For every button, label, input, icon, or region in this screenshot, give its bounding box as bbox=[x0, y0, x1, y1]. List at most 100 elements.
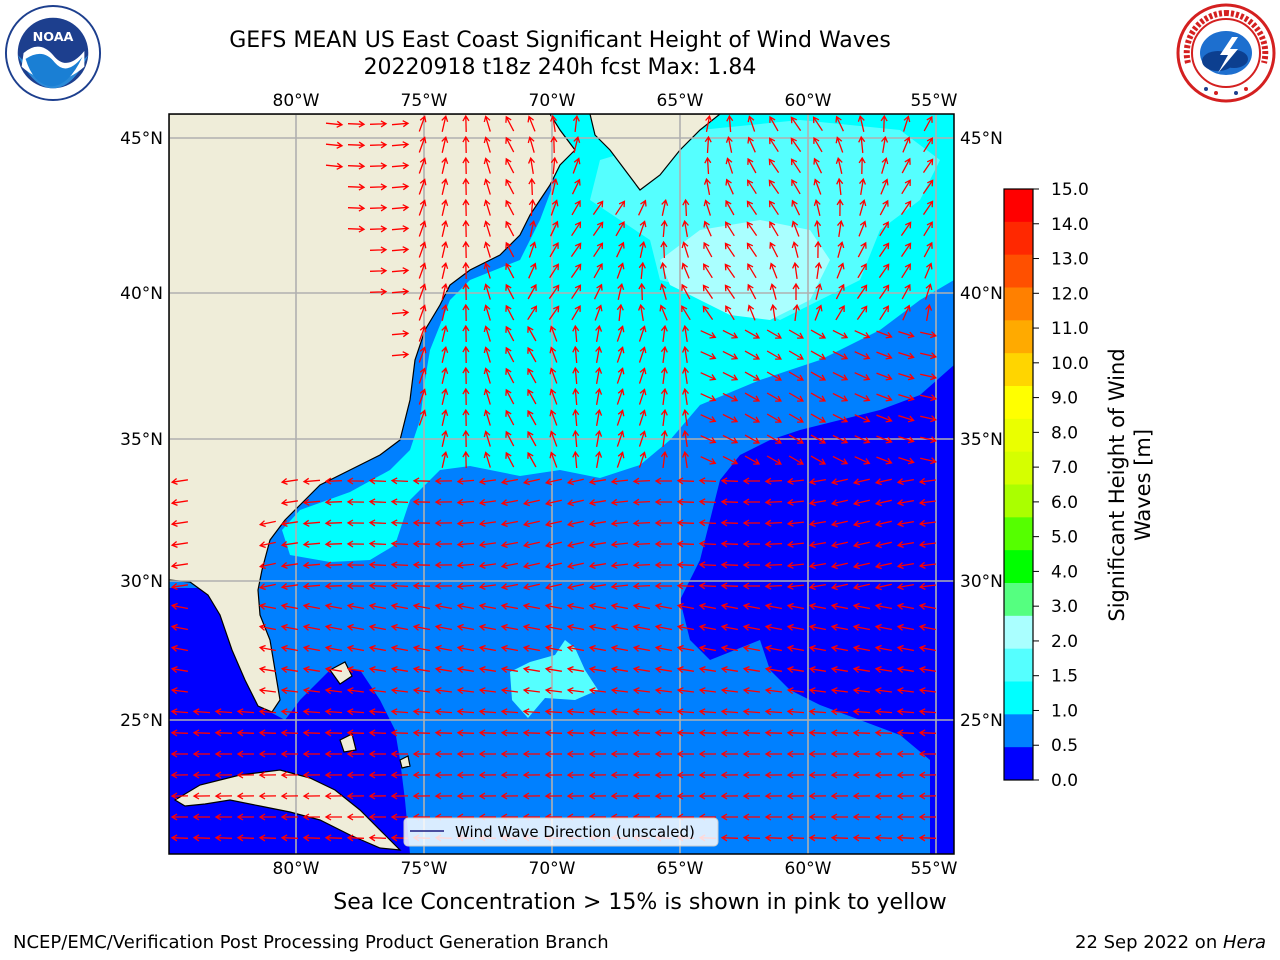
colorbar-segment bbox=[1004, 353, 1033, 387]
wind-wave-arrow bbox=[280, 729, 299, 737]
colorbar-segment bbox=[1004, 648, 1033, 682]
wind-wave-arrow bbox=[786, 687, 804, 695]
lat-label: 25°N bbox=[960, 711, 1003, 731]
wind-wave-arrow bbox=[214, 729, 233, 737]
wind-wave-arrow bbox=[676, 729, 695, 737]
wind-wave-arrow bbox=[434, 792, 453, 800]
wind-wave-arrow bbox=[346, 750, 364, 758]
wind-wave-arrow bbox=[852, 562, 870, 570]
wind-wave-arrow bbox=[302, 687, 320, 695]
lat-label: 30°N bbox=[960, 572, 1003, 592]
wind-wave-arrow bbox=[346, 498, 365, 506]
wind-wave-arrow bbox=[548, 284, 560, 299]
wind-wave-arrow bbox=[418, 409, 427, 426]
wind-wave-arrow bbox=[764, 602, 783, 610]
wind-wave-arrow bbox=[441, 135, 449, 153]
wind-wave-arrow bbox=[698, 792, 717, 800]
wind-wave-arrow bbox=[769, 115, 779, 132]
wind-wave-arrow bbox=[522, 687, 540, 695]
wind-wave-arrow bbox=[616, 451, 625, 468]
wind-wave-arrow bbox=[390, 750, 408, 758]
wind-wave-arrow bbox=[703, 177, 711, 196]
wind-wave-arrow bbox=[302, 498, 321, 506]
wind-wave-arrow bbox=[898, 414, 915, 423]
wind-wave-arrow bbox=[418, 115, 427, 132]
colorbar-tick-label: 0.5 bbox=[1051, 736, 1078, 756]
wind-wave-arrow bbox=[704, 156, 712, 175]
wind-wave-arrow bbox=[325, 162, 344, 170]
wind-wave-arrow bbox=[676, 582, 695, 590]
wind-wave-arrow bbox=[726, 114, 734, 133]
lon-label: 80°W bbox=[273, 859, 320, 879]
wind-wave-arrow bbox=[588, 792, 607, 800]
wind-wave-arrow bbox=[722, 329, 739, 339]
wind-wave-arrow bbox=[483, 199, 491, 216]
wind-wave-arrow bbox=[702, 305, 714, 320]
wind-wave-arrow bbox=[456, 792, 475, 800]
wind-wave-arrow bbox=[703, 241, 713, 258]
wind-wave-arrow bbox=[832, 413, 849, 423]
wind-wave-arrow bbox=[368, 561, 387, 569]
wind-wave-arrow bbox=[594, 304, 603, 321]
wind-wave-arrow bbox=[170, 750, 188, 758]
map-gridlines bbox=[169, 114, 954, 854]
wind-wave-arrow bbox=[859, 199, 867, 216]
wind-wave-arrow bbox=[874, 520, 892, 528]
wind-wave-arrow bbox=[456, 582, 475, 590]
wind-wave-arrow bbox=[786, 665, 805, 673]
wind-wave-arrow bbox=[836, 198, 844, 217]
wind-wave-arrow bbox=[769, 303, 778, 321]
wind-wave-arrow bbox=[527, 115, 536, 132]
wind-wave-arrow bbox=[280, 665, 299, 673]
wind-wave-arrow bbox=[566, 750, 584, 758]
colorbar-tick-label: 10.0 bbox=[1051, 354, 1089, 374]
wind-wave-arrow bbox=[720, 498, 739, 506]
wind-wave-arrow bbox=[896, 541, 915, 549]
wind-wave-arrow bbox=[918, 644, 937, 652]
wind-wave-arrow bbox=[854, 435, 871, 444]
wind-wave-arrow bbox=[788, 371, 804, 381]
wind-wave-arrow bbox=[814, 261, 822, 279]
wind-wave-arrow bbox=[549, 346, 558, 363]
colorbar-segment bbox=[1004, 451, 1033, 485]
wind-wave-arrow bbox=[522, 562, 540, 570]
wind-wave-arrow bbox=[412, 792, 431, 800]
noaa-logo-text: NOAA bbox=[33, 30, 74, 45]
wind-wave-arrow bbox=[810, 392, 827, 402]
wind-wave-arrow bbox=[566, 792, 585, 800]
wind-wave-arrow bbox=[572, 408, 580, 427]
wind-wave-arrow bbox=[544, 665, 563, 673]
wind-wave-arrow bbox=[742, 729, 761, 737]
wind-wave-arrow bbox=[572, 450, 580, 469]
wind-wave-arrow bbox=[854, 414, 871, 423]
wind-wave-arrow bbox=[792, 303, 800, 321]
wind-wave-arrow bbox=[324, 540, 343, 548]
wind-wave-arrow bbox=[764, 750, 782, 758]
wind-wave-arrow bbox=[522, 750, 540, 758]
wind-wave-arrow bbox=[549, 263, 559, 279]
wind-wave-arrow bbox=[566, 478, 584, 486]
wind-wave-arrow bbox=[483, 136, 491, 153]
wind-wave-arrow bbox=[902, 136, 911, 153]
wind-wave-arrow bbox=[592, 221, 604, 236]
wind-wave-arrow bbox=[918, 687, 936, 695]
wind-wave-arrow bbox=[500, 750, 518, 758]
wind-wave-arrow bbox=[700, 393, 717, 402]
colorbar-segment bbox=[1004, 418, 1033, 453]
colorbar-segment bbox=[1004, 747, 1033, 781]
wind-wave-arrow bbox=[368, 708, 387, 716]
wind-wave-arrow bbox=[918, 477, 936, 485]
sea-ice-note: Sea Ice Concentration > 15% is shown in … bbox=[333, 890, 947, 915]
wind-wave-arrow bbox=[744, 434, 761, 444]
wind-wave-arrow bbox=[280, 687, 298, 695]
wind-wave-arrow bbox=[638, 388, 647, 405]
wind-wave-arrow bbox=[500, 541, 519, 549]
lon-label: 70°W bbox=[529, 859, 576, 879]
wind-wave-arrow bbox=[681, 283, 691, 300]
wind-wave-arrow bbox=[280, 771, 299, 779]
wind-wave-arrow bbox=[632, 771, 651, 779]
wind-wave-arrow bbox=[725, 135, 733, 153]
wind-wave-arrow bbox=[725, 178, 734, 195]
wind-wave-arrow bbox=[924, 283, 933, 300]
colorbar-segment bbox=[1004, 189, 1033, 223]
